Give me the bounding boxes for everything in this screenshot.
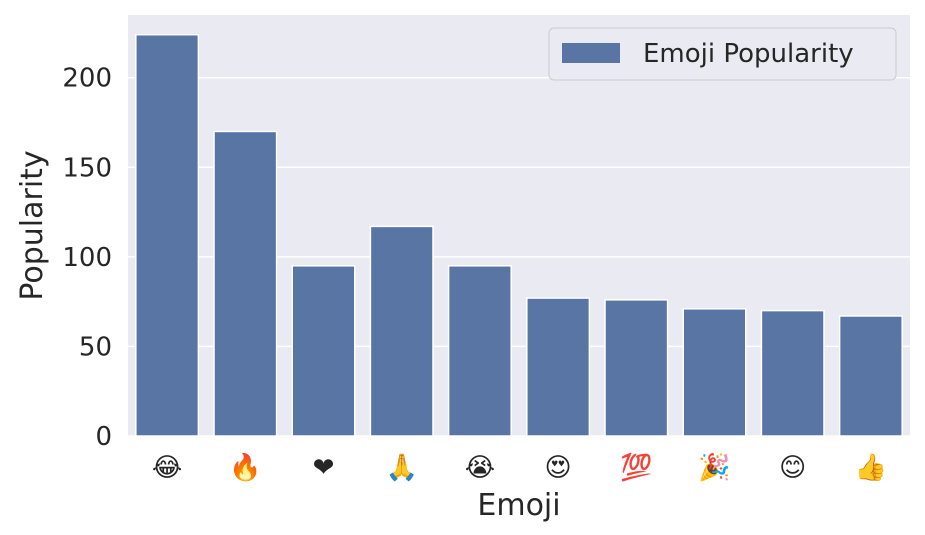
x-tick-label: 🔥 [229,452,261,483]
bar [135,33,200,437]
y-tick-label: 50 [79,332,112,362]
bar [682,308,747,437]
x-tick-label: 😭 [465,453,495,483]
bar [291,265,356,437]
bar [213,130,278,437]
bar [526,297,591,437]
x-tick-label: 😊 [779,453,806,483]
x-tick-label: ❤ [313,453,335,483]
legend-swatch [562,43,620,63]
y-tick-label: 200 [62,64,112,94]
legend: Emoji Popularity [548,27,897,81]
bar [447,265,512,437]
x-axis-title: Emoji [477,488,560,523]
y-tick-label: 0 [95,422,112,452]
x-axis-ticks: 😂 🔥 ❤ 🙏 😭 😍 💯 🎉 😊 👍 [152,452,887,483]
x-tick-label: 💯 [620,452,652,483]
legend-label: Emoji Popularity [643,39,854,69]
bar [838,315,903,437]
bars [135,33,903,437]
y-axis-ticks: 0 50 100 150 200 [62,64,112,452]
x-tick-label: 😍 [545,453,572,483]
x-tick-label: 🎉 [698,452,730,483]
legend-box [548,27,897,81]
bar [760,309,825,437]
y-axis-title: Popularity [15,150,50,300]
y-tick-label: 150 [62,153,112,183]
bar [604,299,669,437]
x-tick-label: 😂 [152,453,182,483]
bar [369,225,434,437]
x-tick-label: 🙏 [386,453,418,483]
x-tick-label: 👍 [855,452,887,483]
y-tick-label: 100 [62,243,112,273]
